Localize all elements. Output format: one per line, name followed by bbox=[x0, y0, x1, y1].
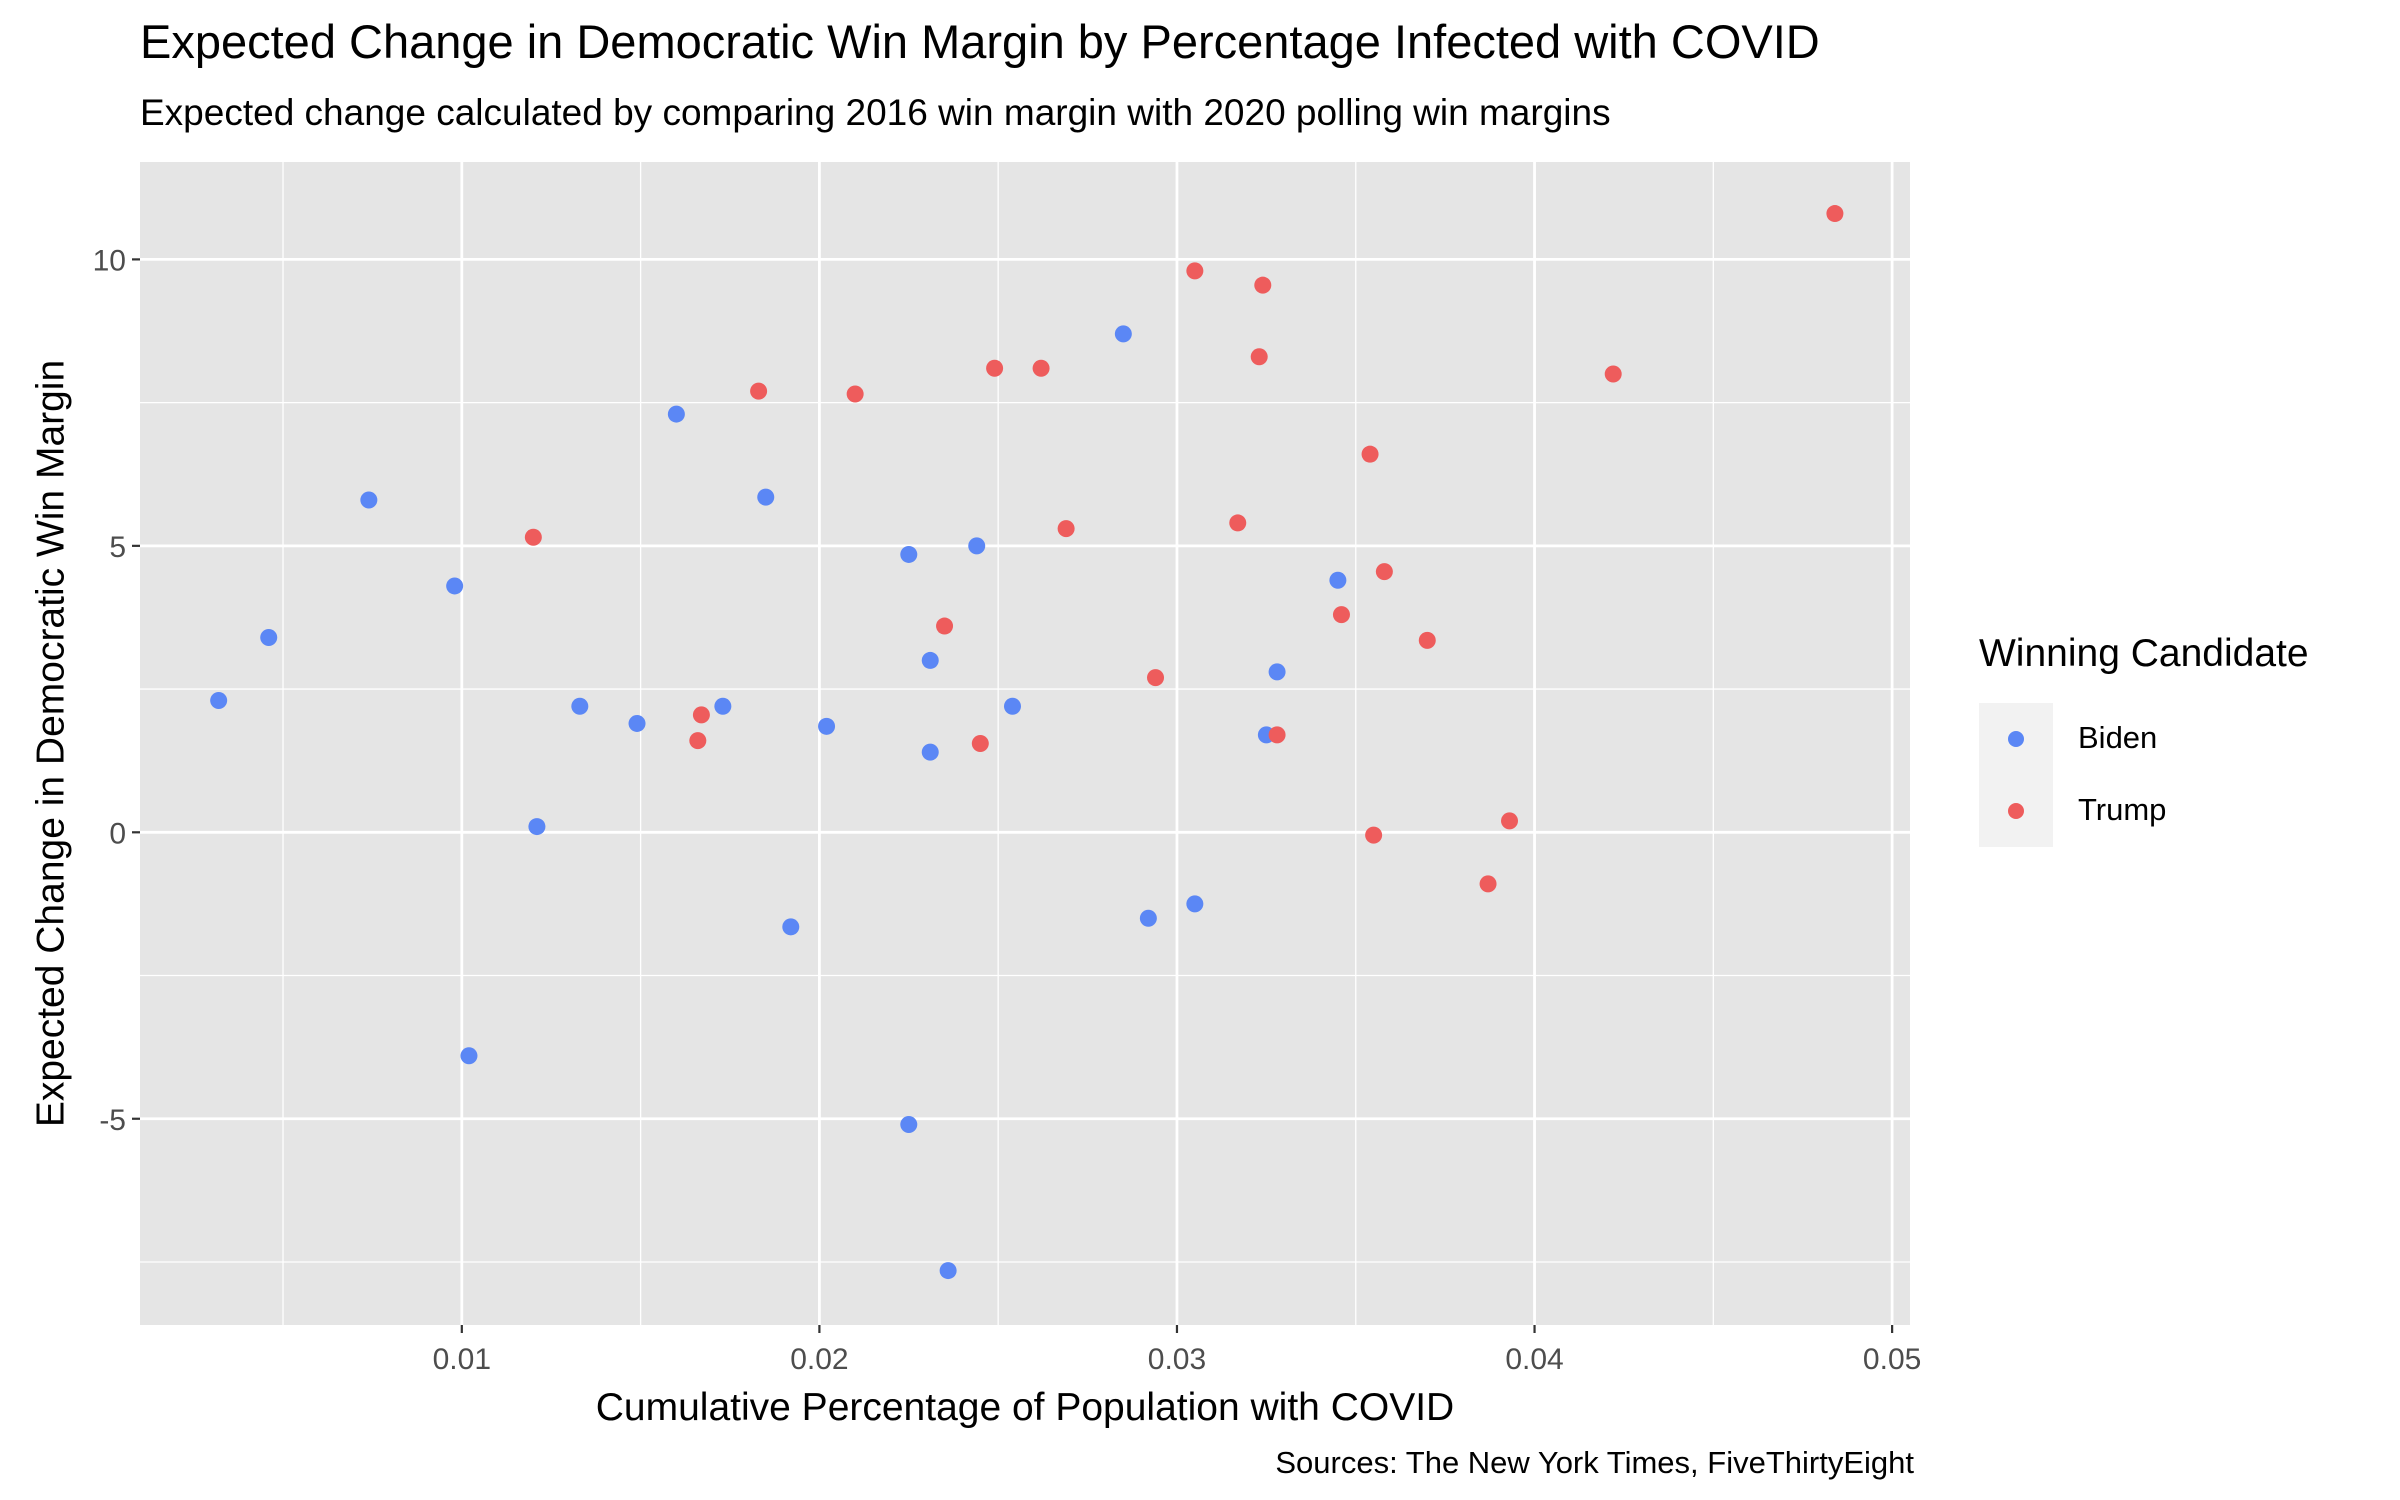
data-point-trump bbox=[689, 732, 707, 750]
data-point-biden bbox=[921, 651, 939, 669]
y-tick-label: -5 bbox=[99, 1104, 126, 1137]
data-point-biden bbox=[714, 697, 732, 715]
data-point-trump bbox=[1501, 812, 1519, 830]
grid-minor bbox=[140, 162, 1910, 1325]
data-point-biden bbox=[900, 545, 918, 563]
y-tick-label: 10 bbox=[93, 244, 126, 277]
legend-title: Winning Candidate bbox=[1979, 632, 2309, 675]
data-point-biden bbox=[818, 717, 836, 735]
data-point-biden bbox=[1003, 697, 1021, 715]
data-point-trump bbox=[1332, 606, 1350, 624]
plot-panel bbox=[140, 162, 1910, 1325]
x-tick-label: 0.03 bbox=[1148, 1343, 1206, 1376]
legend-dot-trump bbox=[2008, 803, 2024, 819]
data-point-trump bbox=[1250, 348, 1268, 366]
data-point-biden bbox=[667, 405, 685, 423]
x-axis-label: Cumulative Percentage of Population with… bbox=[596, 1386, 1454, 1429]
chart-caption: Sources: The New York Times, FiveThirtyE… bbox=[1275, 1445, 1914, 1480]
data-point-biden bbox=[571, 697, 589, 715]
chart-title: Expected Change in Democratic Win Margin… bbox=[140, 15, 1820, 68]
data-point-trump bbox=[750, 382, 768, 400]
data-point-biden bbox=[968, 537, 986, 555]
data-point-biden bbox=[360, 491, 378, 509]
data-point-trump bbox=[1147, 669, 1165, 687]
data-point-trump bbox=[1418, 631, 1436, 649]
data-point-biden bbox=[1268, 663, 1286, 681]
data-point-trump bbox=[1375, 563, 1393, 581]
data-point-biden bbox=[757, 488, 775, 506]
data-point-trump bbox=[936, 617, 954, 635]
data-point-biden bbox=[460, 1047, 478, 1065]
legend-key-trump bbox=[1979, 775, 2053, 847]
data-point-biden bbox=[210, 692, 228, 710]
data-point-trump bbox=[1032, 359, 1050, 377]
data-point-biden bbox=[900, 1115, 918, 1133]
data-point-biden bbox=[528, 818, 546, 836]
x-tick-label: 0.04 bbox=[1505, 1343, 1563, 1376]
data-point-biden bbox=[260, 629, 278, 647]
data-point-trump bbox=[1186, 262, 1204, 280]
y-tick-label: 5 bbox=[109, 531, 126, 564]
grid-major bbox=[140, 162, 1910, 1325]
data-point-biden bbox=[1186, 895, 1204, 913]
y-tick-label: 0 bbox=[109, 817, 126, 850]
data-point-biden bbox=[628, 714, 646, 732]
chart-subtitle: Expected change calculated by comparing … bbox=[140, 92, 1611, 133]
legend-dot-biden bbox=[2008, 731, 2024, 747]
x-tick-label: 0.05 bbox=[1863, 1343, 1921, 1376]
data-point-trump bbox=[1268, 726, 1286, 744]
data-point-trump bbox=[1365, 826, 1383, 844]
data-point-biden bbox=[1114, 325, 1132, 343]
data-point-trump bbox=[846, 385, 864, 403]
data-point-biden bbox=[1329, 571, 1347, 589]
axis-ticks: 0.01 0.02 0.03 0.04 0.05 -5 0 5 10 bbox=[93, 244, 1922, 1376]
data-point-trump bbox=[524, 528, 542, 546]
data-point-biden bbox=[782, 918, 800, 936]
legend-label-trump: Trump bbox=[2078, 792, 2167, 827]
data-point-trump bbox=[692, 706, 710, 724]
data-points bbox=[210, 205, 1844, 1280]
data-point-trump bbox=[1229, 514, 1247, 532]
data-point-trump bbox=[1479, 875, 1497, 893]
data-point-trump bbox=[1826, 205, 1844, 223]
data-point-trump bbox=[971, 735, 989, 752]
legend-label-biden: Biden bbox=[2078, 720, 2158, 755]
data-point-biden bbox=[446, 577, 464, 595]
data-point-biden bbox=[921, 743, 939, 761]
data-point-trump bbox=[1057, 520, 1075, 538]
y-axis-label: Expected Change in Democratic Win Margin bbox=[30, 360, 73, 1127]
data-point-biden bbox=[939, 1262, 957, 1280]
data-point-trump bbox=[1604, 365, 1622, 383]
legend-keys bbox=[1979, 703, 2053, 847]
data-point-trump bbox=[1361, 445, 1379, 463]
x-tick-label: 0.02 bbox=[790, 1343, 848, 1376]
data-point-biden bbox=[1139, 909, 1157, 927]
legend-key-biden bbox=[1979, 703, 2053, 775]
data-point-trump bbox=[986, 359, 1004, 377]
x-tick-label: 0.01 bbox=[433, 1343, 491, 1376]
data-point-trump bbox=[1254, 276, 1272, 294]
